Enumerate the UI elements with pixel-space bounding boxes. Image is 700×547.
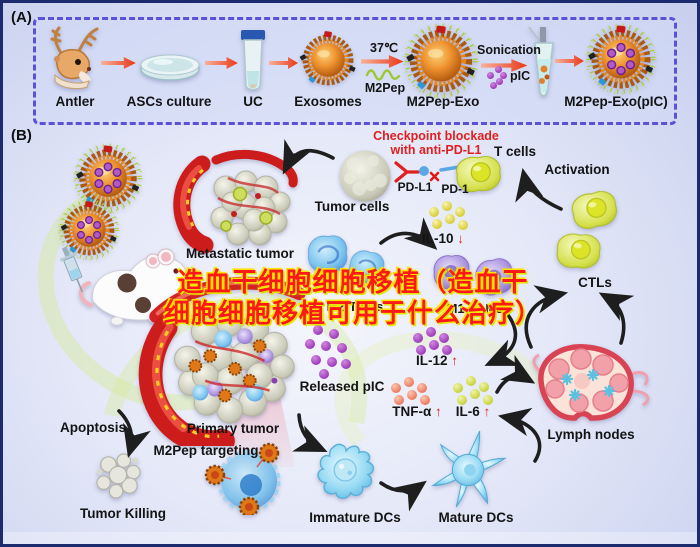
m2-tams-label: M2-TAMs (326, 299, 384, 314)
step-label-antler: Antler (55, 94, 95, 109)
workflow-arrow (269, 57, 298, 69)
immature-dc-icon (317, 443, 375, 500)
step-label-m2pep-exo-pic: M2Pep-Exo(pIC) (564, 94, 668, 109)
activation-label: Activation (544, 162, 610, 177)
il6-text: IL-6 (455, 404, 480, 419)
workflow-arrow (481, 59, 528, 72)
il6-up-arrow-icon: ↑ (483, 404, 491, 419)
m2pep-targeted-cell-icon (204, 442, 281, 515)
il10-text: IL-10 (421, 231, 454, 246)
tnf-label: TNF-α ↑ (392, 404, 442, 419)
t-cells-label: T cells (493, 144, 537, 159)
m2pep-label: M2Pep (364, 81, 406, 95)
m2pep-exosome-icon (403, 23, 479, 99)
mature-dcs-label: Mature DCs (438, 510, 514, 525)
ctl-cell-icon (554, 230, 603, 272)
released-pic-label: Released pIC (299, 379, 385, 394)
petri-dish-icon (140, 54, 200, 81)
deer-antler-icon (50, 26, 99, 89)
m2pep-peptide-icon (365, 69, 401, 81)
step-label-ascs-culture: ASCs culture (126, 94, 212, 109)
tumor-killing-label: Tumor Killing (80, 506, 166, 521)
mature-dc-icon (431, 430, 507, 508)
tnf-text: TNF-α (392, 404, 432, 419)
primary-tumor-label: Primary tumor (186, 421, 280, 436)
checkpoint-note-line1: Checkpoint blockade (373, 129, 499, 143)
workflow-arrow (205, 57, 238, 69)
tumor-cells-label: Tumor cells (314, 199, 390, 214)
pic-label: pIC (510, 69, 531, 83)
exosome-icon (297, 29, 359, 91)
step-label-m2pep-exo: M2Pep-Exo (406, 94, 480, 109)
workflow-arrow (555, 55, 584, 67)
tnf-up-arrow-icon: ↑ (435, 404, 442, 419)
bottom-light-strip (3, 532, 697, 544)
il10-label: IL-10 ↓ (422, 231, 464, 246)
metastatic-tumor-label: Metastatic tumor (185, 246, 295, 261)
sonication-label: Sonication (477, 43, 541, 57)
panel-a-box (33, 17, 677, 125)
released-pic-dots (305, 325, 351, 379)
pd-l1-label: PD-L1 (397, 180, 433, 194)
syringe-icon (59, 246, 83, 293)
il12-up-arrow-icon: ↑ (451, 353, 459, 368)
step-label-exosomes: Exosomes (294, 94, 362, 109)
panel-a-tag: (A) (11, 9, 32, 26)
pic-dots (487, 65, 507, 89)
immature-dcs-label: Immature DCs (309, 510, 401, 525)
il12-dots (413, 325, 453, 355)
lymph-node-graphic (532, 344, 650, 421)
il6-label: IL-6 ↑ (456, 404, 491, 419)
il12-text: IL-12 (415, 353, 448, 368)
pd-1-label: PD-1 (441, 182, 469, 196)
arrow-lymph-to-ctl-right (598, 292, 635, 345)
lymph-nodes-label: Lymph nodes (547, 427, 635, 442)
primary-tumor-graphic (138, 276, 306, 446)
m2pep-exosome-pic-icon (585, 23, 657, 95)
apoptotic-cell-icon (96, 453, 141, 499)
tnf-dots (391, 375, 431, 405)
step-label-uc: UC (243, 94, 263, 109)
watermark-line1: 造血干细胞细胞移植（造血干 (177, 267, 529, 297)
workflow-arrow (101, 57, 136, 69)
metastatic-tumor-graphic (173, 150, 298, 254)
ctls-label: CTLs (578, 275, 612, 290)
watermark-line2: 细胞细胞移植可用于什么治疗） (163, 298, 543, 328)
sonication-tube-icon (528, 26, 554, 97)
il6-dots (453, 373, 493, 405)
panel-b-tag: (B) (11, 127, 32, 144)
checkpoint-note-line2: with anti-PD-L1 (390, 143, 482, 157)
il12-label: IL-12 ↑ (416, 353, 458, 368)
m2pep-targeting-label: M2Pep targeting (153, 443, 259, 458)
m1-tams-label: M1-TAMs (446, 301, 504, 316)
workflow-arrow (361, 55, 404, 68)
il10-dots (429, 197, 469, 231)
temperature-label: 37℃ (370, 41, 398, 55)
arrow-activation (515, 167, 563, 211)
centrifuge-tube-icon (241, 30, 265, 91)
il10-down-arrow-icon: ↓ (457, 231, 465, 246)
apoptosis-label: Apoptosis (60, 420, 126, 435)
tumor-cell-icon (339, 150, 391, 202)
